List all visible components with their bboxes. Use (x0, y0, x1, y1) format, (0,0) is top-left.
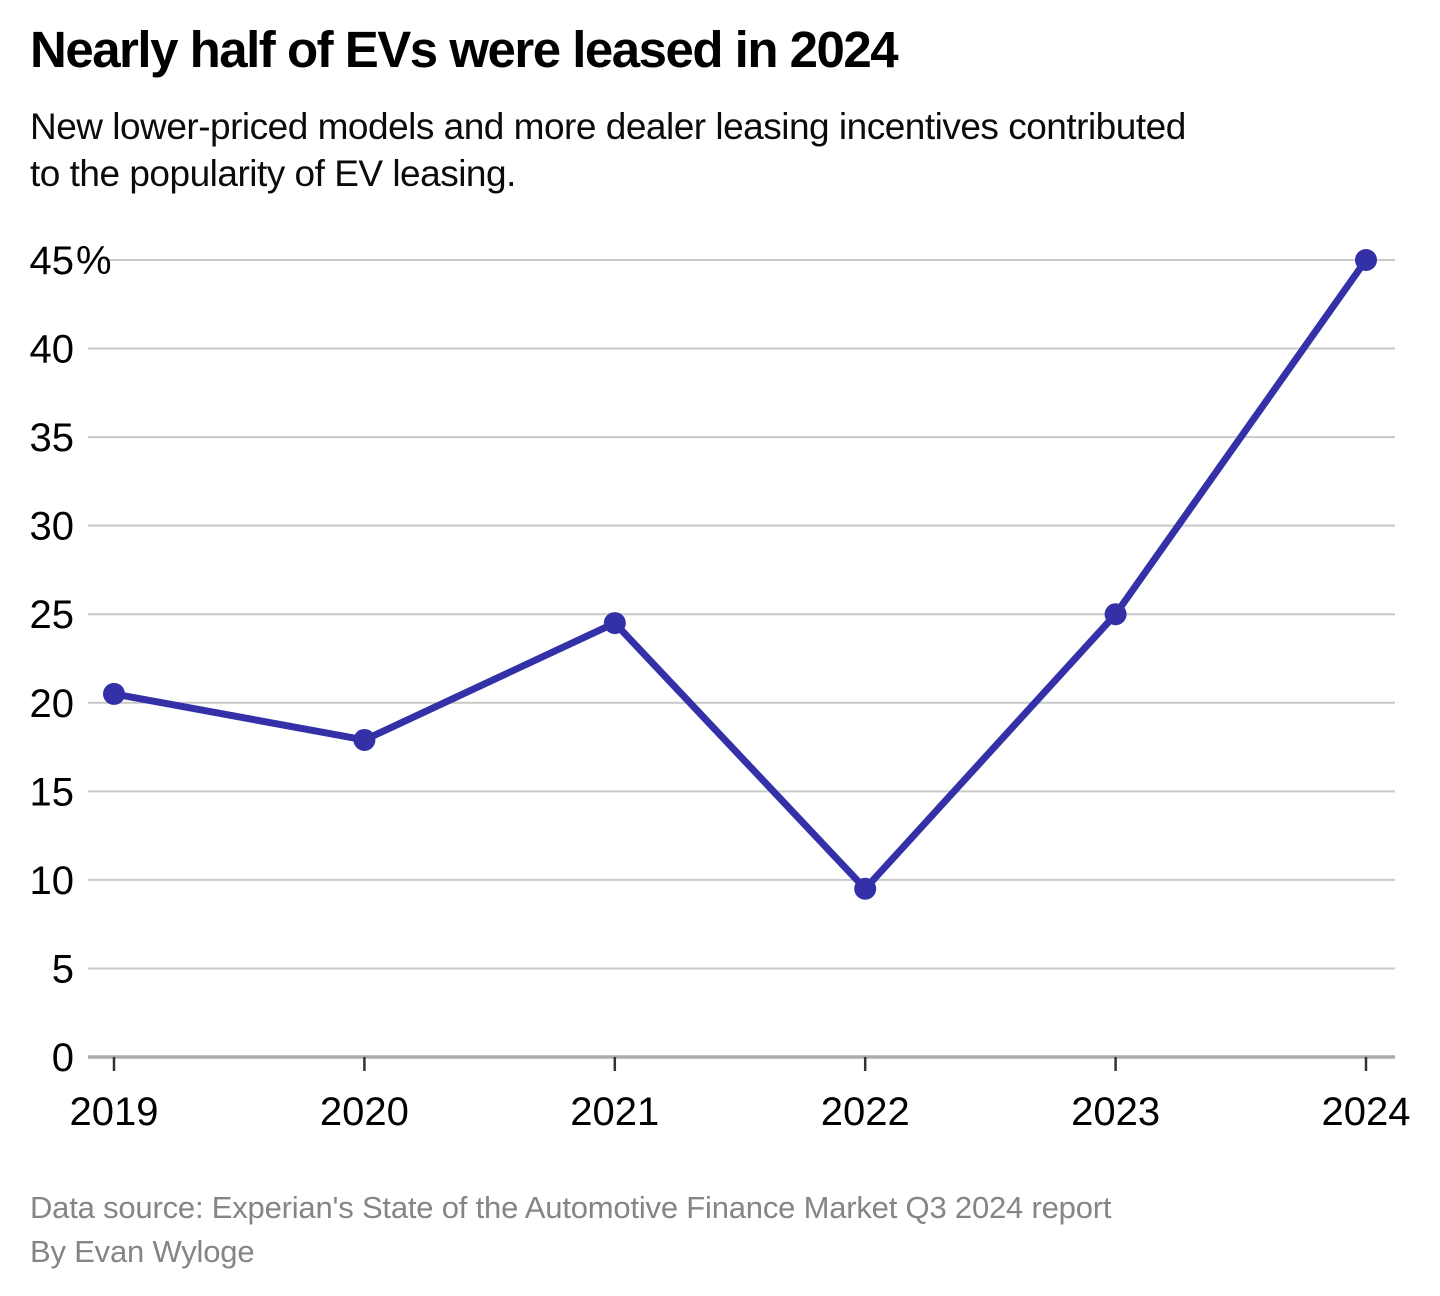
y-tick-label: 20 (30, 682, 75, 726)
x-tick-label: 2022 (821, 1090, 910, 1134)
y-tick-label-percent: % (76, 239, 112, 283)
x-tick-label: 2020 (320, 1090, 409, 1134)
chart-subtitle: New lower-priced models and more dealer … (30, 106, 1186, 194)
chart-title: Nearly half of EVs were leased in 2024 (30, 21, 899, 78)
y-tick-label: 40 (30, 328, 75, 372)
y-tick-label: 45 (30, 239, 75, 283)
x-tick-label: 2019 (70, 1090, 159, 1134)
y-tick-label: 25 (30, 593, 75, 637)
chart-footer: Data source: Experian's State of the Aut… (30, 1186, 1111, 1274)
y-tick-label: 35 (30, 416, 75, 460)
y-tick-label: 15 (30, 770, 75, 814)
data-point (1104, 603, 1127, 626)
x-tick-label: 2021 (570, 1090, 659, 1134)
data-line (110, 256, 1370, 893)
y-tick-label: 30 (30, 505, 75, 549)
footer-source: Data source: Experian's State of the Aut… (30, 1190, 1112, 1225)
x-tick-label: 2024 (1322, 1090, 1411, 1134)
y-tick-label: 5 (52, 947, 74, 991)
y-tick-label: 0 (52, 1036, 74, 1080)
y-tick-label: 10 (30, 859, 75, 903)
data-point (1355, 249, 1377, 271)
data-point (854, 877, 877, 900)
footer-byline: By Evan Wyloge (30, 1234, 255, 1270)
data-point (353, 728, 376, 751)
x-tick-label: 2023 (1071, 1090, 1160, 1134)
data-point (603, 612, 626, 635)
data-point (103, 682, 125, 705)
